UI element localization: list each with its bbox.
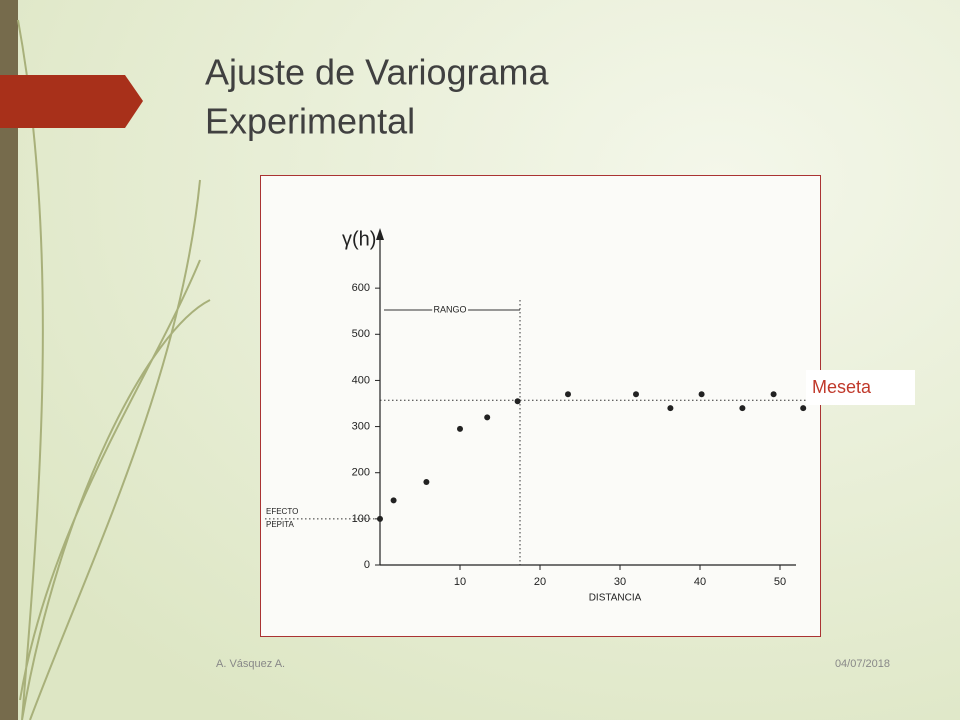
y-tick-label: 400 [352,374,370,386]
range-label: RANGO [433,304,466,314]
x-axis-label: DISTANCIA [589,593,642,604]
sill-callout-box [806,370,915,405]
arrow-shape [0,75,143,128]
sill-callout: Meseta [812,377,872,397]
data-point [377,515,383,522]
footer-author: A. Vásquez A. [216,658,285,670]
data-point [484,414,491,421]
data-point [457,425,463,432]
data-point [770,391,777,398]
data-point [565,391,571,398]
nugget-label: EFECTO [266,507,298,516]
x-tick-label: 20 [534,576,546,588]
data-point [800,405,807,412]
y-tick-label: 600 [352,282,370,294]
y-axis-label: γ(h) [342,228,376,250]
y-tick-label: 500 [352,328,370,340]
x-tick-label: 50 [774,576,786,588]
data-point [514,398,521,405]
x-tick-label: 30 [614,576,626,588]
data-point [633,391,639,398]
x-tick-label: 10 [454,576,466,588]
y-tick-label: 0 [364,559,370,571]
footer-date: 04/07/2018 [835,658,890,670]
nugget-label: PEPITA [266,520,295,529]
x-tick-label: 40 [694,576,706,588]
data-point [739,405,746,412]
data-point [423,478,430,485]
y-axis-arrow [376,228,384,240]
data-point [667,405,674,412]
decoration [17,19,211,721]
data-point [390,497,397,504]
title-line: Experimental [205,101,415,142]
title-line: Ajuste de Variograma [205,52,549,93]
data-point [698,391,705,398]
y-tick-label: 100 [352,513,370,525]
y-tick-label: 300 [352,420,370,432]
y-tick-label: 200 [352,467,370,479]
figure-frame [260,175,821,637]
side-bar [0,0,18,720]
